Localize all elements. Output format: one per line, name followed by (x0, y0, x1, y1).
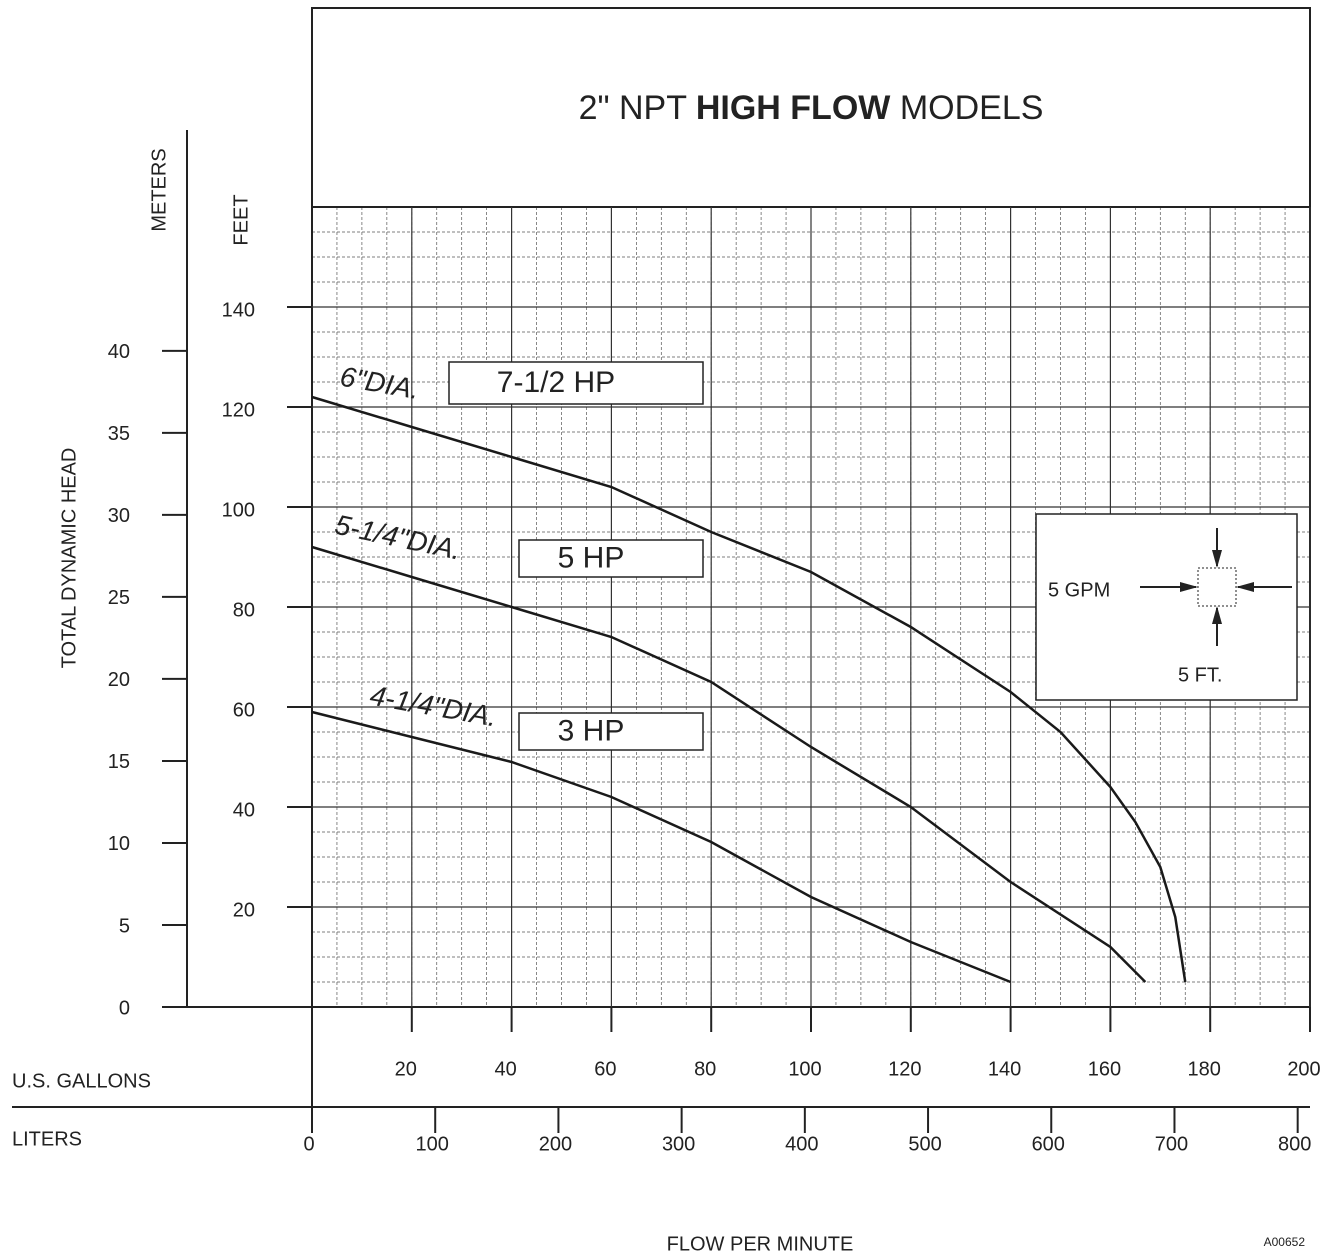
title-part: MODELS (890, 89, 1043, 127)
x-tick-label: 40 (494, 1058, 516, 1080)
y-unit-label: FEET (230, 194, 252, 245)
y2-tick-label: 25 (108, 587, 130, 609)
y2-tick-label: 0 (119, 997, 130, 1019)
x2-tick-label: 200 (539, 1133, 572, 1155)
series-label: 7-1/2 HP (497, 366, 615, 399)
series-box (518, 712, 704, 751)
y-tick-label: 40 (233, 799, 255, 821)
x-tick-label: 80 (694, 1058, 716, 1080)
x-unit-label: U.S. GALLONS (12, 1070, 151, 1092)
y2-unit-label: METERS (148, 148, 170, 231)
x-tick-label: 120 (888, 1058, 921, 1080)
x-tick-label: 200 (1287, 1058, 1320, 1080)
inset-y-label: 5 FT. (1178, 664, 1222, 686)
y-axis-label: TOTAL DYNAMIC HEAD (58, 448, 80, 669)
x2-tick-label: 400 (785, 1133, 818, 1155)
title-part: HIGH FLOW (696, 89, 891, 127)
x2-tick-label: 800 (1278, 1133, 1311, 1155)
y-tick-label: 20 (233, 899, 255, 921)
y-tick-label: 100 (222, 499, 255, 521)
x2-tick-label: 500 (908, 1133, 941, 1155)
series-label: 5 HP (558, 541, 625, 574)
y2-tick-label: 40 (108, 341, 130, 363)
x2-tick-label: 300 (662, 1133, 695, 1155)
x-tick-label: 140 (988, 1058, 1021, 1080)
y-tick-label: 80 (233, 599, 255, 621)
inset-arrowhead (1236, 582, 1254, 592)
title-part: 2" NPT (579, 89, 696, 127)
inset-arrowhead (1180, 582, 1198, 592)
x-tick-label: 20 (395, 1058, 417, 1080)
y2-tick-label: 15 (108, 751, 130, 773)
x-tick-label: 160 (1088, 1058, 1121, 1080)
curve (311, 545, 1147, 983)
y-tick-label: 60 (233, 699, 255, 721)
y-tick-label: 140 (222, 299, 255, 321)
series-box (448, 361, 704, 405)
y2-tick-label: 30 (108, 505, 130, 527)
diameter-label: 4-1/4"DIA. (368, 680, 500, 733)
diameter-label: 6"DIA. (338, 361, 422, 405)
x2-tick-label: 700 (1155, 1133, 1188, 1155)
curve (311, 395, 1187, 983)
y2-tick-label: 5 (119, 915, 130, 937)
x-tick-label: 180 (1188, 1058, 1221, 1080)
series-label: 3 HP (558, 714, 625, 747)
x2-tick-label: 600 (1032, 1133, 1065, 1155)
x-axis-label: FLOW PER MINUTE (667, 1233, 854, 1255)
x-tick-label: 100 (788, 1058, 821, 1080)
inset-box (1035, 513, 1298, 701)
x2-unit-label: LITERS (12, 1128, 82, 1150)
inset-arrowhead (1212, 606, 1222, 624)
curve (311, 710, 1012, 984)
y2-tick-label: 35 (108, 423, 130, 445)
inset-x-label: 5 GPM (1048, 579, 1110, 601)
figure-code: A00652 (1264, 1235, 1306, 1249)
y2-tick-label: 20 (108, 669, 130, 691)
inset-arrowhead (1212, 550, 1222, 568)
x-tick-label: 60 (594, 1058, 616, 1080)
x2-tick-label: 100 (416, 1133, 449, 1155)
y-tick-label: 120 (222, 399, 255, 421)
x2-tick-label: 0 (303, 1133, 314, 1155)
chart-title: 2" NPT HIGH FLOW MODELS (579, 89, 1044, 127)
y2-tick-label: 10 (108, 833, 130, 855)
series-box (518, 539, 704, 578)
inset: 5 GPM 5 FT. (1035, 513, 1298, 701)
